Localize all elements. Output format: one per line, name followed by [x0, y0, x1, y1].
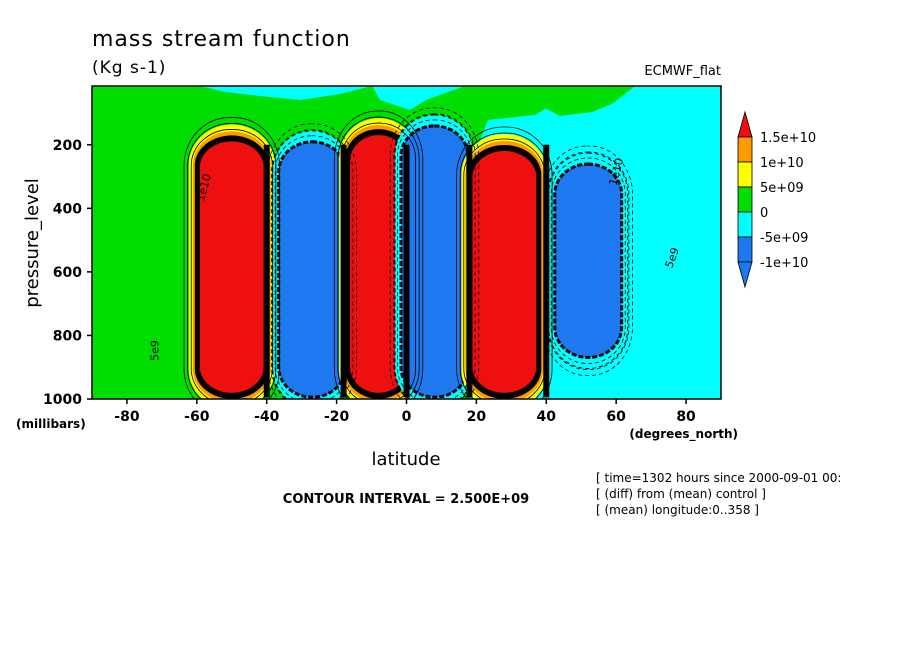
legend-swatch [737, 161, 753, 188]
footer-line: [ (diff) from (mean) control ] [596, 487, 766, 501]
x-axis-units: (degrees_north) [629, 427, 738, 442]
contour-line [389, 107, 480, 399]
footer-line: [ (mean) longitude:0..358 ] [596, 503, 759, 517]
x-tick-label: 80 [676, 409, 696, 425]
chart-title: mass stream function [92, 27, 351, 52]
legend-swatch [737, 236, 753, 263]
legend-label: 1e+10 [760, 156, 804, 171]
contour-line [550, 157, 626, 364]
contour-line [190, 129, 273, 399]
contour-line [333, 110, 424, 399]
legend-label: -1e+10 [760, 256, 808, 271]
cell-core-5 [559, 170, 617, 352]
y-tick-label: 800 [53, 328, 82, 344]
contour-interval: CONTOUR INTERVAL = 2.500E+09 [283, 492, 529, 507]
footer-notes: [ time=1302 hours since 2000-09-01 00: [ … [596, 471, 841, 517]
y-tick-label: 200 [53, 138, 82, 154]
x-tick-label: 20 [467, 409, 487, 425]
contour-line [547, 151, 630, 370]
contour-line [456, 126, 553, 399]
y-axis-units: (millibars) [16, 417, 86, 431]
legend-swatch [737, 136, 753, 163]
x-tick-label: -40 [254, 409, 280, 425]
contour-line [274, 135, 350, 399]
contour-line [271, 129, 354, 399]
x-tick-label: 60 [606, 409, 626, 425]
y-tick-label: 400 [53, 201, 82, 217]
contour-line [187, 123, 277, 399]
y-tick-label: 1000 [43, 392, 82, 408]
legend-arrow-bottom [737, 261, 753, 289]
y-tick-label: 600 [53, 265, 82, 281]
legend-label: 5e+09 [760, 181, 804, 196]
x-axis: -80 -60 -40 -20 0 20 40 60 80 [114, 399, 696, 425]
contour-line [183, 117, 280, 399]
y-axis-label: pressure_level [22, 178, 43, 308]
x-tick-label: -80 [114, 409, 140, 425]
legend-label: -5e+09 [760, 231, 808, 246]
green-contour-region-right [530, 86, 635, 116]
legend-label: 0 [760, 206, 768, 221]
contour-label: 5e9 [148, 340, 161, 361]
chart-subtitle: (Kg s-1) [92, 58, 166, 78]
legend-arrow-top [737, 110, 753, 138]
cell-core-3 [406, 131, 463, 392]
footer-line: [ time=1302 hours since 2000-09-01 00: [596, 471, 841, 485]
contour-line [393, 113, 476, 399]
x-tick-label: -20 [324, 409, 350, 425]
cell-core-2 [350, 135, 407, 393]
x-tick-label: 40 [537, 409, 557, 425]
dataset-label: ECMWF_flat [644, 64, 721, 79]
x-axis-label: latitude [371, 449, 440, 470]
cell-core-1 [283, 147, 341, 392]
y-axis: 200 400 600 800 1000 [43, 138, 92, 408]
legend-swatch [737, 211, 753, 238]
color-legend: 1.5e+10 1e+10 5e+09 0 -5e+09 -1e+10 [737, 110, 816, 289]
x-tick-label: -60 [184, 409, 210, 425]
legend-swatch [737, 186, 753, 213]
x-tick-label: 0 [402, 409, 412, 425]
legend-label: 1.5e+10 [760, 131, 816, 146]
contour-line [337, 116, 420, 399]
green-contour-region-top [200, 86, 372, 100]
cell-core-0 [199, 141, 264, 393]
cell-core-4 [472, 150, 537, 393]
